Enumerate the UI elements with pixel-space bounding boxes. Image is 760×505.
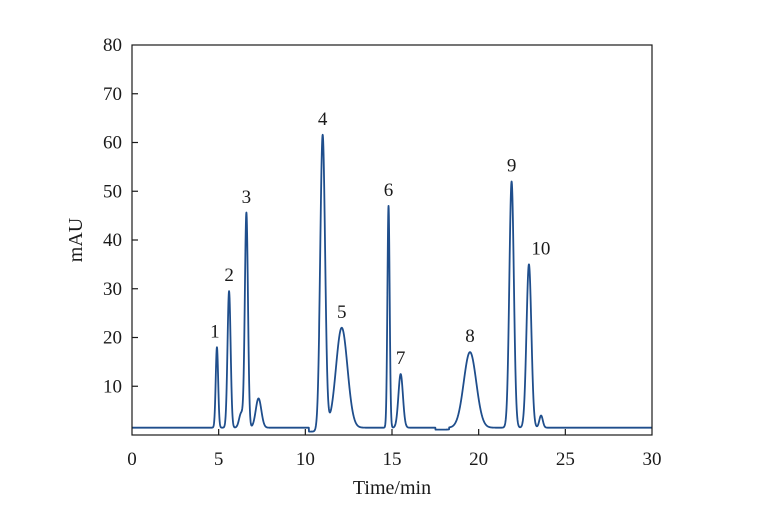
peak-label-2: 2 <box>224 265 234 286</box>
y-tick-label-2: 30 <box>103 279 122 300</box>
x-tick-label-0: 0 <box>127 449 137 470</box>
x-tick-label-6: 30 <box>643 449 662 470</box>
x-tick-label-5: 25 <box>556 449 575 470</box>
y-tick-label-6: 70 <box>103 84 122 105</box>
peak-label-6: 6 <box>384 180 394 201</box>
peak-label-1: 1 <box>210 321 220 342</box>
peak-label-9: 9 <box>507 156 517 177</box>
plot-frame <box>131 44 653 436</box>
y-tick-label-3: 40 <box>103 230 122 251</box>
peak-label-3: 3 <box>242 187 252 208</box>
x-axis-title: Time/min <box>353 477 431 499</box>
peak-label-4: 4 <box>318 109 328 130</box>
chromatogram-trace <box>131 133 653 433</box>
peak-label-5: 5 <box>337 302 347 323</box>
peak-label-8: 8 <box>465 326 475 347</box>
x-tick-label-4: 20 <box>469 449 488 470</box>
y-tick-label-5: 60 <box>103 133 122 154</box>
x-tick-label-1: 5 <box>214 449 224 470</box>
y-tick-label-4: 50 <box>103 181 122 202</box>
x-tick-label-2: 10 <box>296 449 315 470</box>
y-tick-label-7: 80 <box>103 35 122 56</box>
y-tick-label-0: 10 <box>103 376 122 397</box>
peak-label-10: 10 <box>531 238 550 259</box>
x-axis: 0 5 10 15 20 25 30 <box>127 429 662 470</box>
x-tick-label-3: 15 <box>383 449 402 470</box>
peak-label-7: 7 <box>396 348 406 369</box>
peak-labels: 1 2 3 4 5 6 7 8 9 10 <box>210 109 550 369</box>
y-tick-label-1: 20 <box>103 328 122 349</box>
y-axis-title: mAU <box>65 217 87 262</box>
y-axis: 10 20 30 40 50 60 70 80 <box>103 35 138 397</box>
